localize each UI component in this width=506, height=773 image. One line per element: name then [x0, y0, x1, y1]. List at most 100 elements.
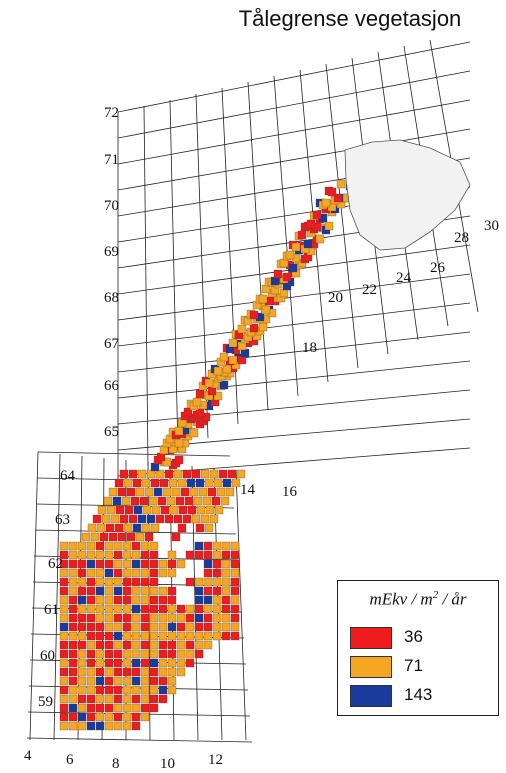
grid-cell — [113, 676, 123, 686]
grid-cell — [230, 541, 240, 551]
grid-cell — [86, 631, 96, 641]
grid-cell — [77, 667, 87, 677]
grid-cell — [249, 323, 259, 333]
grid-cell — [207, 386, 217, 396]
grid-cell — [219, 352, 229, 362]
grid-cell — [68, 667, 78, 677]
grid-cell — [140, 658, 150, 668]
grid-cell — [86, 622, 96, 632]
grid-cell — [131, 658, 141, 668]
grid-cell — [200, 514, 210, 524]
grid-cell — [131, 712, 141, 722]
grid-cell — [176, 622, 186, 632]
grid-cell — [167, 667, 177, 677]
grid-cell — [86, 694, 96, 704]
legend-swatch-orange — [350, 656, 392, 678]
grid-cell — [104, 658, 114, 668]
grid-cell — [113, 685, 123, 695]
grid-cell — [68, 541, 78, 551]
grid-cell — [194, 541, 204, 551]
grid-cell — [185, 649, 195, 659]
grid-cell — [149, 640, 159, 650]
grid-cell — [86, 649, 96, 659]
grid-cell — [205, 505, 215, 515]
grid-cell — [140, 631, 150, 641]
grid-cell — [149, 586, 159, 596]
grid-cell — [113, 703, 123, 713]
grid-cell — [230, 595, 240, 605]
grid-cell — [68, 604, 78, 614]
grid-cell — [167, 685, 177, 695]
grid-cell — [273, 269, 283, 279]
grid-cell — [158, 568, 168, 578]
grid-cell — [177, 478, 187, 488]
grid-cell — [167, 604, 177, 614]
latitude-label: 64 — [60, 468, 75, 484]
longitude-label: 14 — [240, 482, 255, 498]
grid-cell — [167, 658, 177, 668]
longitude-label: 26 — [430, 260, 445, 276]
grid-line — [117, 360, 471, 399]
grid-cell — [321, 198, 331, 208]
grid-cell — [327, 187, 337, 197]
grid-cell — [184, 496, 194, 506]
grid-cell — [285, 250, 295, 260]
grid-cell — [168, 478, 178, 488]
grid-cell — [140, 568, 150, 578]
grid-cell — [193, 496, 203, 506]
grid-cell — [202, 496, 212, 506]
grid-cell — [68, 577, 78, 587]
grid-cell — [59, 568, 69, 578]
grid-cell — [133, 505, 143, 515]
grid-cell — [230, 613, 240, 623]
grid-cell — [104, 631, 114, 641]
grid-cell — [68, 640, 78, 650]
grid-cell — [177, 523, 187, 533]
grid-cell — [95, 613, 105, 623]
grid-cell — [158, 604, 168, 614]
legend-label: 71 — [404, 656, 423, 675]
grid-cell — [191, 514, 201, 524]
grid-cell — [240, 348, 250, 358]
grid-cell — [131, 676, 141, 686]
grid-cell — [211, 496, 221, 506]
grid-cell — [113, 613, 123, 623]
grid-cell — [221, 604, 231, 614]
grid-cell — [297, 230, 307, 240]
grid-cell — [104, 541, 114, 551]
grid-cell — [86, 703, 96, 713]
grid-cell — [77, 640, 87, 650]
grid-cell — [194, 550, 204, 560]
grid-cell — [203, 613, 213, 623]
grid-cell — [158, 586, 168, 596]
grid-cell — [122, 568, 132, 578]
grid-cell — [140, 694, 150, 704]
grid-cell — [86, 658, 96, 668]
grid-cell — [95, 550, 105, 560]
grid-cell — [95, 649, 105, 659]
grid-cell — [228, 355, 238, 365]
grid-cell — [228, 338, 238, 348]
longitude-label: 16 — [282, 484, 297, 500]
grid-cell — [203, 595, 213, 605]
grid-cell — [95, 685, 105, 695]
grid-cell — [174, 438, 184, 448]
grid-cell — [171, 487, 181, 497]
grid-cell — [149, 541, 159, 551]
grid-cell — [236, 469, 246, 479]
grid-cell — [279, 288, 289, 298]
grid-cell — [131, 568, 141, 578]
grid-cell — [77, 685, 87, 695]
grid-line — [117, 302, 471, 347]
grid-cell — [95, 586, 105, 596]
grid-cell — [140, 703, 150, 713]
grid-cell — [108, 487, 118, 497]
grid-cell — [59, 649, 69, 659]
grid-cell — [169, 505, 179, 515]
grid-cell — [131, 631, 141, 641]
grid-cell — [207, 487, 217, 497]
longitude-label: 28 — [454, 230, 469, 246]
grid-cell — [195, 389, 205, 399]
map-title: Tålegrense vegetasjon — [238, 6, 462, 31]
